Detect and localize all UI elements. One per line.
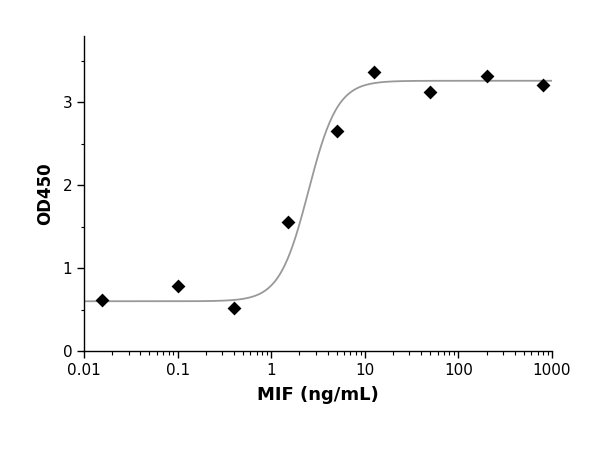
Point <box>482 72 491 79</box>
Point <box>97 296 107 303</box>
Point <box>538 81 548 89</box>
Point <box>425 88 435 95</box>
Point <box>283 218 292 225</box>
Point <box>173 283 182 290</box>
Point <box>369 69 379 76</box>
X-axis label: MIF (ng/mL): MIF (ng/mL) <box>257 386 379 404</box>
Y-axis label: OD450: OD450 <box>36 162 54 225</box>
Point <box>332 128 341 135</box>
Point <box>229 304 239 311</box>
